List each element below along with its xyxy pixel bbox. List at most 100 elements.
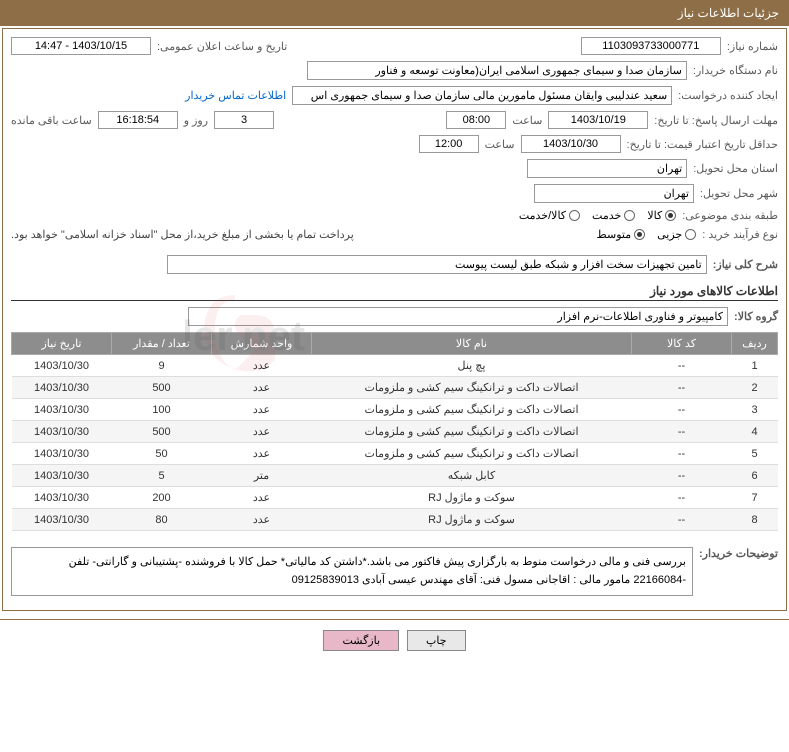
- table-cell: 3: [732, 399, 778, 421]
- table-cell: --: [632, 465, 732, 487]
- print-button[interactable]: چاپ: [407, 630, 466, 651]
- table-cell: 5: [732, 443, 778, 465]
- table-cell: 1403/10/30: [12, 465, 112, 487]
- province-label: استان محل تحویل:: [693, 162, 778, 175]
- table-cell: 200: [112, 487, 212, 509]
- deadline-label: مهلت ارسال پاسخ: تا تاریخ:: [654, 114, 778, 127]
- province-field: تهران: [527, 159, 687, 178]
- radio-circle-icon: [634, 229, 645, 240]
- radio-circle-icon: [624, 210, 635, 221]
- contact-link[interactable]: اطلاعات تماس خریدار: [185, 89, 286, 102]
- time-label-2: ساعت: [485, 138, 515, 151]
- table-row: 7--سوکت و ماژول RJعدد2001403/10/30: [12, 487, 778, 509]
- table-row: 2--اتصالات داکت و ترانکینگ سیم کشی و ملز…: [12, 377, 778, 399]
- table-cell: 1403/10/30: [12, 355, 112, 377]
- payment-note: پرداخت تمام یا بخشی از مبلغ خرید،از محل …: [11, 228, 354, 241]
- table-cell: متر: [212, 465, 312, 487]
- th-date: تاریخ نیاز: [12, 333, 112, 355]
- radio-medium-label: متوسط: [597, 228, 632, 241]
- table-row: 4--اتصالات داکت و ترانکینگ سیم کشی و ملز…: [12, 421, 778, 443]
- category-label: طبقه بندی موضوعی:: [682, 209, 778, 222]
- table-cell: 500: [112, 377, 212, 399]
- radio-jozi-label: جزیی: [657, 228, 682, 241]
- process-radio-group: جزیی متوسط: [597, 228, 697, 241]
- table-cell: 2: [732, 377, 778, 399]
- radio-kalakhedmat[interactable]: کالا/خدمت: [519, 209, 580, 222]
- table-cell: سوکت و ماژول RJ: [312, 487, 632, 509]
- validity-date-field: 1403/10/30: [521, 135, 621, 153]
- table-cell: 80: [112, 509, 212, 531]
- th-code: کد کالا: [632, 333, 732, 355]
- days-text: روز و: [184, 114, 208, 127]
- radio-kala-label: کالا: [647, 209, 662, 222]
- process-label: نوع فرآیند خرید :: [702, 228, 778, 241]
- city-label: شهر محل تحویل:: [700, 187, 778, 200]
- table-cell: --: [632, 421, 732, 443]
- table-cell: 1403/10/30: [12, 487, 112, 509]
- table-cell: اتصالات داکت و ترانکینگ سیم کشی و ملزوما…: [312, 443, 632, 465]
- table-cell: 1403/10/30: [12, 421, 112, 443]
- buyer-field: سازمان صدا و سیمای جمهوری اسلامی ایران(م…: [307, 61, 687, 80]
- th-name: نام کالا: [312, 333, 632, 355]
- table-cell: عدد: [212, 509, 312, 531]
- validity-label: حداقل تاریخ اعتبار قیمت: تا تاریخ:: [627, 138, 778, 151]
- buyer-desc-field: بررسی فنی و مالی درخواست منوط به بارگزار…: [11, 547, 693, 596]
- group-field: کامپیوتر و فناوری اطلاعات-نرم افزار: [188, 307, 728, 326]
- radio-circle-icon: [685, 229, 696, 240]
- deadline-date-field: 1403/10/19: [548, 111, 648, 129]
- radio-jozi[interactable]: جزیی: [657, 228, 696, 241]
- table-cell: 5: [112, 465, 212, 487]
- table-cell: عدد: [212, 487, 312, 509]
- table-cell: 1403/10/30: [12, 443, 112, 465]
- goods-info-title: اطلاعات کالاهای مورد نیاز: [11, 284, 778, 301]
- page-title: جزئیات اطلاعات نیاز: [678, 6, 779, 20]
- radio-circle-icon: [569, 210, 580, 221]
- table-cell: --: [632, 377, 732, 399]
- table-cell: 1403/10/30: [12, 399, 112, 421]
- table-row: 5--اتصالات داکت و ترانکینگ سیم کشی و ملز…: [12, 443, 778, 465]
- announce-label: تاریخ و ساعت اعلان عمومی:: [157, 40, 287, 53]
- page-title-bar: جزئیات اطلاعات نیاز: [0, 0, 789, 26]
- general-desc-field: تامین تجهیزات سخت افزار و شبکه طبق لیست …: [167, 255, 707, 274]
- radio-medium[interactable]: متوسط: [597, 228, 646, 241]
- table-cell: 1: [732, 355, 778, 377]
- table-row: 8--سوکت و ماژول RJعدد801403/10/30: [12, 509, 778, 531]
- need-number-label: شماره نیاز:: [727, 40, 778, 53]
- table-cell: عدد: [212, 443, 312, 465]
- validity-time-field: 12:00: [419, 135, 479, 153]
- goods-table: ردیف کد کالا نام کالا واحد شمارش تعداد /…: [11, 332, 778, 531]
- action-buttons: چاپ بازگشت: [0, 619, 789, 655]
- table-cell: --: [632, 487, 732, 509]
- back-button[interactable]: بازگشت: [323, 630, 399, 651]
- table-row: 3--اتصالات داکت و ترانکینگ سیم کشی و ملز…: [12, 399, 778, 421]
- requester-label: ایجاد کننده درخواست:: [678, 89, 778, 102]
- radio-kala[interactable]: کالا: [647, 209, 676, 222]
- time-label-1: ساعت: [512, 114, 542, 127]
- table-cell: 7: [732, 487, 778, 509]
- table-cell: کابل شبکه: [312, 465, 632, 487]
- table-cell: اتصالات داکت و ترانکینگ سیم کشی و ملزوما…: [312, 421, 632, 443]
- table-cell: --: [632, 355, 732, 377]
- radio-khedmat[interactable]: خدمت: [592, 209, 635, 222]
- city-field: تهران: [534, 184, 694, 203]
- table-cell: 4: [732, 421, 778, 443]
- table-row: 6--کابل شبکهمتر51403/10/30: [12, 465, 778, 487]
- table-cell: عدد: [212, 355, 312, 377]
- table-cell: 8: [732, 509, 778, 531]
- table-cell: اتصالات داکت و ترانکینگ سیم کشی و ملزوما…: [312, 377, 632, 399]
- th-qty: تعداد / مقدار: [112, 333, 212, 355]
- buyer-desc-label: توضیحات خریدار:: [699, 541, 778, 560]
- details-panel: شماره نیاز: 1103093733000771 تاریخ و ساع…: [2, 28, 787, 611]
- announce-field: 1403/10/15 - 14:47: [11, 37, 151, 55]
- table-row: 1--پچ پنلعدد91403/10/30: [12, 355, 778, 377]
- table-cell: عدد: [212, 421, 312, 443]
- table-cell: 1403/10/30: [12, 509, 112, 531]
- radio-kalakhedmat-label: کالا/خدمت: [519, 209, 566, 222]
- table-cell: --: [632, 443, 732, 465]
- days-remaining-field: 3: [214, 111, 274, 129]
- need-number-field: 1103093733000771: [581, 37, 721, 55]
- th-unit: واحد شمارش: [212, 333, 312, 355]
- radio-circle-icon: [665, 210, 676, 221]
- table-cell: --: [632, 399, 732, 421]
- buyer-label: نام دستگاه خریدار:: [693, 64, 778, 77]
